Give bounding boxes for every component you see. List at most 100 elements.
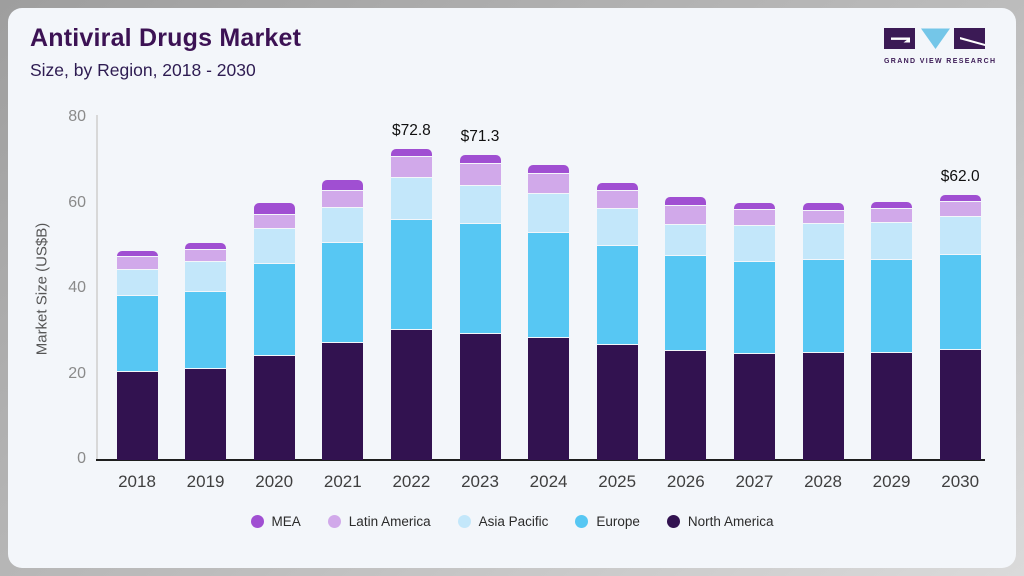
x-axis-line xyxy=(96,459,985,461)
y-tick-40: 40 xyxy=(68,279,86,296)
y-tick-60: 60 xyxy=(68,193,86,211)
chart-card xyxy=(8,8,1016,568)
bar-segment-mea-2018 xyxy=(116,250,158,258)
bar-segment-mea-2025 xyxy=(596,182,638,192)
bar-segment-mea-2021 xyxy=(322,180,364,191)
chart-subtitle: Size, by Region, 2018 - 2030 xyxy=(30,60,256,80)
legend-swatch-asia-pacific xyxy=(457,515,471,528)
bar-segment-latin-america-2024 xyxy=(528,174,570,195)
bar-segment-north-america-2021 xyxy=(322,343,364,460)
y-axis-line xyxy=(96,115,98,461)
bar-value-label-2023: $71.3 xyxy=(460,128,500,146)
bar-segment-mea-2024 xyxy=(528,165,570,175)
bar-segment-latin-america-2027 xyxy=(733,209,775,227)
bar-segment-mea-2029 xyxy=(871,202,913,210)
bar-value-label-2022: $72.8 xyxy=(391,121,431,139)
legend-swatch-north-america xyxy=(666,515,680,528)
x-tick-2019: 2019 xyxy=(186,472,225,491)
bar-segment-north-america-2027 xyxy=(733,354,775,460)
x-tick-2020: 2020 xyxy=(255,472,294,491)
x-tick-2030: 2030 xyxy=(941,472,980,491)
bar-segment-mea-2027 xyxy=(733,203,775,210)
bar-segment-mea-2019 xyxy=(185,242,227,251)
x-tick-2018: 2018 xyxy=(118,472,156,491)
legend-item-latin-america: Latin America xyxy=(327,514,431,529)
gvr-logo: GRAND VIEW RESEARCH xyxy=(884,28,997,65)
bar-segment-north-america-2026 xyxy=(665,350,707,460)
bar-segment-mea-2030 xyxy=(939,194,981,202)
bar-segment-north-america-2023 xyxy=(459,334,501,460)
bar-segment-europe-2026 xyxy=(665,255,707,351)
gvr-logo-text: GRAND VIEW RESEARCH xyxy=(884,58,997,65)
legend-item-mea: MEA xyxy=(250,514,301,529)
legend: MEA Latin America Asia Pacific Europe North … xyxy=(0,514,1024,529)
bar-segment-latin-america-2018 xyxy=(116,257,158,271)
x-tick-2024: 2024 xyxy=(529,472,568,491)
bar-segment-asia-pacific-2020 xyxy=(253,229,295,265)
bar-segment-north-america-2030 xyxy=(939,350,981,460)
legend-item-asia-pacific: Asia Pacific xyxy=(457,514,549,529)
legend-label: Asia Pacific xyxy=(478,514,549,529)
bar-segment-asia-pacific-2018 xyxy=(116,270,158,296)
bar-segment-asia-pacific-2030 xyxy=(939,216,981,255)
legend-label: North America xyxy=(687,514,774,529)
bar-segment-europe-2029 xyxy=(871,259,913,354)
bar-segment-north-america-2029 xyxy=(871,353,913,460)
legend-swatch-latin-america xyxy=(327,515,341,528)
bar-segment-latin-america-2028 xyxy=(802,211,844,225)
bar-segment-latin-america-2025 xyxy=(596,191,638,210)
x-tick-2027: 2027 xyxy=(735,472,774,491)
bar-segment-latin-america-2029 xyxy=(871,209,913,224)
bar-segment-europe-2023 xyxy=(459,224,501,335)
x-tick-2022: 2022 xyxy=(392,472,431,491)
bar-segment-asia-pacific-2023 xyxy=(459,185,501,225)
bar-segment-north-america-2025 xyxy=(596,345,638,460)
bar-segment-asia-pacific-2026 xyxy=(665,224,707,256)
bar-segment-latin-america-2021 xyxy=(322,190,364,209)
bar-segment-mea-2028 xyxy=(802,202,844,212)
legend-swatch-europe xyxy=(575,515,589,528)
bar-segment-europe-2030 xyxy=(939,254,981,351)
bar-segment-europe-2027 xyxy=(733,261,775,355)
bar-segment-asia-pacific-2024 xyxy=(528,194,570,233)
bar-segment-latin-america-2022 xyxy=(390,156,432,179)
bar-segment-north-america-2018 xyxy=(116,372,158,460)
bar-segment-latin-america-2026 xyxy=(665,206,707,225)
bar-segment-latin-america-2030 xyxy=(939,201,981,217)
bar-segment-mea-2023 xyxy=(459,155,501,165)
bar-segment-europe-2020 xyxy=(253,264,295,357)
x-tick-2021: 2021 xyxy=(323,472,362,491)
legend-label: Latin America xyxy=(348,514,431,529)
bar-segment-asia-pacific-2025 xyxy=(596,209,638,246)
x-tick-2026: 2026 xyxy=(666,472,705,491)
bar-segment-latin-america-2023 xyxy=(459,164,501,186)
bar-value-label-2030: $62.0 xyxy=(940,167,980,185)
bar-segment-mea-2026 xyxy=(665,197,707,207)
bar-segment-europe-2018 xyxy=(116,295,158,373)
bar-segment-latin-america-2019 xyxy=(185,250,227,263)
y-tick-20: 20 xyxy=(68,364,86,382)
legend-label: MEA xyxy=(271,514,301,529)
bar-segment-europe-2021 xyxy=(322,243,364,344)
x-tick-2028: 2028 xyxy=(804,472,842,491)
bar-segment-asia-pacific-2019 xyxy=(185,262,227,292)
bar-segment-north-america-2020 xyxy=(253,356,295,460)
bar-segment-asia-pacific-2029 xyxy=(871,223,913,260)
x-tick-2025: 2025 xyxy=(598,472,637,491)
legend-label: Europe xyxy=(596,514,640,529)
bar-segment-north-america-2022 xyxy=(390,330,432,460)
bar-segment-north-america-2019 xyxy=(185,369,227,460)
bar-segment-asia-pacific-2021 xyxy=(322,208,364,244)
bar-segment-europe-2022 xyxy=(390,220,432,331)
y-tick-80: 80 xyxy=(68,108,86,125)
bar-segment-europe-2024 xyxy=(528,232,570,339)
x-tick-2029: 2029 xyxy=(872,472,911,491)
bar-segment-asia-pacific-2028 xyxy=(802,224,844,260)
legend-item-europe: Europe xyxy=(575,514,640,529)
bar-segment-mea-2022 xyxy=(390,148,432,157)
bar-segment-mea-2020 xyxy=(253,203,295,216)
gvr-logo-mark xyxy=(884,28,985,49)
bar-segment-europe-2025 xyxy=(596,245,638,345)
bar-segment-europe-2019 xyxy=(185,291,227,370)
bar-segment-north-america-2024 xyxy=(528,338,570,460)
